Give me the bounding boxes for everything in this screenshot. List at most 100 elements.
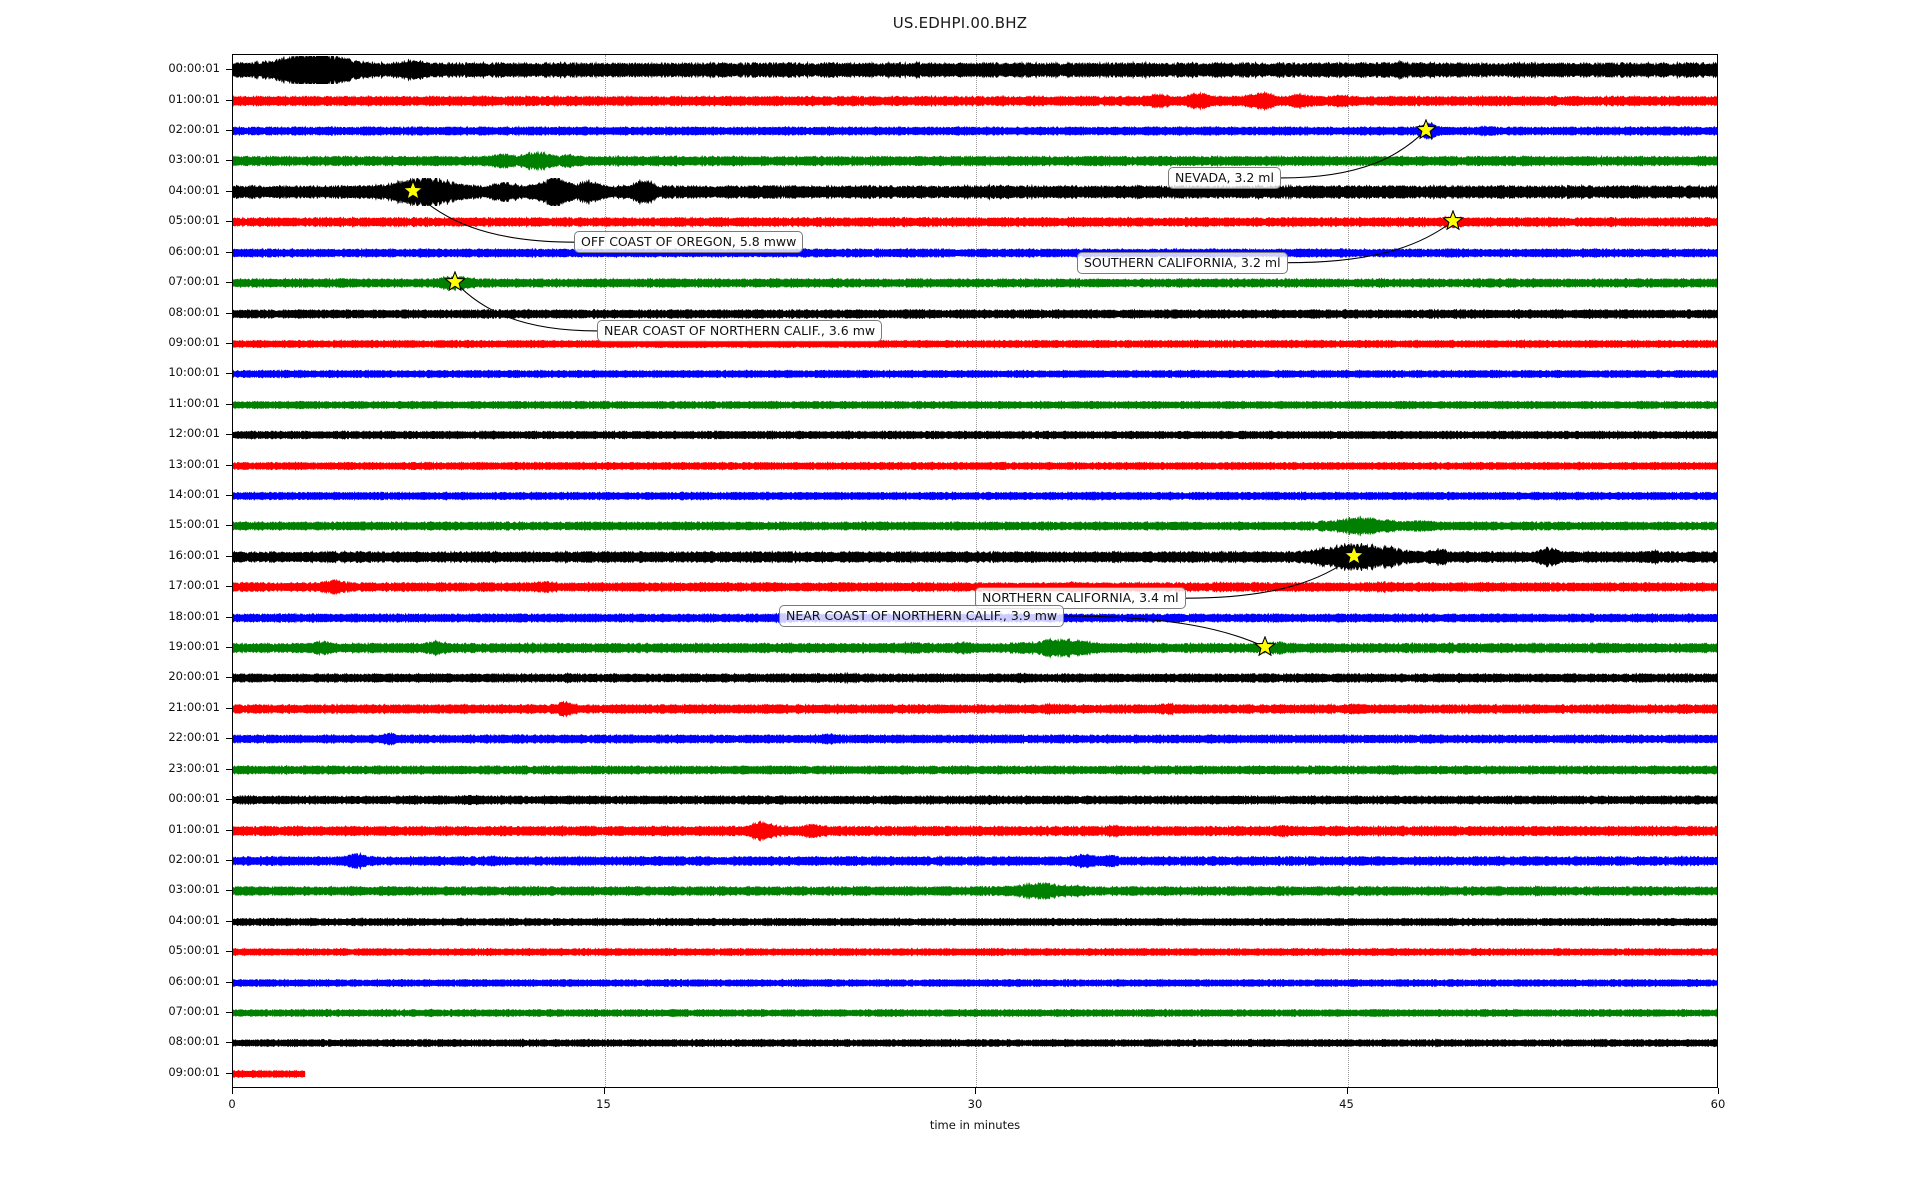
event-southern-california-star-marker — [1442, 209, 1464, 232]
y-tick-label-32: 08:00:01 — [168, 1034, 220, 1049]
seismic-trace-row-29 — [233, 938, 1717, 966]
y-tick-label-4: 04:00:01 — [168, 182, 220, 197]
seismic-trace-row-22 — [233, 725, 1717, 753]
x-tick-mark-60 — [1718, 1088, 1719, 1094]
seismic-trace-row-15 — [233, 512, 1717, 540]
y-tick-mark-27 — [226, 890, 232, 892]
y-tick-mark-31 — [226, 1011, 232, 1013]
y-tick-label-16: 16:00:01 — [168, 547, 220, 562]
seismic-trace-row-26 — [233, 847, 1717, 875]
y-tick-mark-15 — [226, 525, 232, 527]
y-tick-label-13: 13:00:01 — [168, 456, 220, 471]
y-tick-label-33: 09:00:01 — [168, 1064, 220, 1079]
seismic-trace-row-11 — [233, 391, 1717, 419]
seismic-trace-row-5 — [233, 208, 1717, 236]
y-tick-mark-29 — [226, 951, 232, 953]
y-tick-mark-4 — [226, 190, 232, 192]
x-tick-mark-30 — [975, 1088, 976, 1094]
y-tick-label-23: 23:00:01 — [168, 760, 220, 775]
y-tick-label-0: 00:00:01 — [168, 61, 220, 76]
y-tick-mark-9 — [226, 342, 232, 344]
event-nevada-star-marker — [1414, 118, 1437, 141]
y-tick-mark-1 — [226, 99, 232, 101]
event-near-coast-northern-calif-39-label: NEAR COAST OF NORTHERN CALIF., 3.9 mw — [779, 605, 1065, 627]
y-tick-mark-33 — [226, 1072, 232, 1074]
y-tick-mark-18 — [226, 616, 232, 618]
y-tick-mark-7 — [226, 282, 232, 284]
y-tick-label-28: 04:00:01 — [168, 912, 220, 927]
x-tick-label-45: 45 — [1339, 1097, 1354, 1111]
y-tick-mark-21 — [226, 707, 232, 709]
y-tick-label-24: 00:00:01 — [168, 791, 220, 806]
x-tick-mark-15 — [603, 1088, 605, 1094]
seismic-trace-row-2 — [233, 117, 1717, 145]
seismic-trace-row-1 — [233, 87, 1717, 115]
event-northern-california-34-label: NORTHERN CALIFORNIA, 3.4 ml — [975, 587, 1186, 609]
y-tick-mark-32 — [226, 1042, 232, 1044]
y-tick-mark-11 — [226, 403, 232, 405]
y-tick-mark-20 — [226, 677, 232, 679]
seismic-trace-row-20 — [233, 664, 1717, 692]
seismic-trace-row-16 — [233, 542, 1717, 571]
y-tick-label-20: 20:00:01 — [168, 669, 220, 684]
seismic-trace-row-28 — [233, 908, 1717, 936]
seismic-trace-row-24 — [233, 786, 1717, 814]
y-tick-label-1: 01:00:01 — [168, 91, 220, 106]
seismic-trace-row-33 — [233, 1060, 1717, 1087]
seismic-trace-row-32 — [233, 1029, 1717, 1057]
x-tick-label-60: 60 — [1710, 1097, 1726, 1111]
y-tick-label-8: 08:00:01 — [168, 304, 220, 319]
y-tick-label-11: 11:00:01 — [168, 395, 220, 410]
y-tick-label-26: 02:00:01 — [168, 851, 220, 866]
y-tick-label-2: 02:00:01 — [168, 122, 220, 137]
seismic-trace-row-23 — [233, 756, 1717, 784]
y-tick-mark-26 — [226, 859, 232, 861]
seismic-trace-row-10 — [233, 360, 1717, 388]
seismic-trace-row-25 — [233, 817, 1717, 845]
y-tick-label-14: 14:00:01 — [168, 486, 220, 501]
seismic-trace-row-4 — [233, 177, 1717, 206]
y-tick-label-7: 07:00:01 — [168, 274, 220, 289]
y-tick-mark-12 — [226, 434, 232, 436]
y-tick-label-5: 05:00:01 — [168, 213, 220, 228]
grid-line-45 — [1347, 55, 1349, 1087]
y-tick-mark-28 — [226, 920, 232, 922]
x-tick-mark-0 — [232, 1088, 233, 1094]
y-tick-mark-24 — [226, 799, 232, 801]
seismic-trace-row-6 — [233, 239, 1717, 267]
event-southern-california-label: SOUTHERN CALIFORNIA, 3.2 ml — [1077, 252, 1288, 274]
seismic-trace-row-27 — [233, 877, 1717, 905]
x-tick-label-15: 15 — [596, 1097, 611, 1111]
y-tick-mark-5 — [226, 221, 232, 223]
y-tick-label-25: 01:00:01 — [168, 821, 220, 836]
y-tick-label-30: 06:00:01 — [168, 973, 220, 988]
y-tick-label-29: 05:00:01 — [168, 943, 220, 958]
y-tick-label-27: 03:00:01 — [168, 882, 220, 897]
y-tick-label-9: 09:00:01 — [168, 334, 220, 349]
y-tick-label-3: 03:00:01 — [168, 152, 220, 167]
x-tick-mark-45 — [1346, 1088, 1348, 1094]
event-nevada-label: NEVADA, 3.2 ml — [1168, 167, 1281, 189]
x-axis-label: time in minutes — [929, 1118, 1021, 1132]
y-tick-mark-14 — [226, 494, 232, 496]
seismic-trace-row-30 — [233, 969, 1717, 997]
y-tick-label-17: 17:00:01 — [168, 578, 220, 593]
seismic-trace-row-13 — [233, 452, 1717, 480]
plot-area — [233, 55, 1717, 1087]
event-northern-california-34-star-marker — [1343, 544, 1365, 567]
grid-line-30 — [976, 55, 977, 1087]
seismic-trace-row-8 — [233, 300, 1717, 328]
seismic-trace-row-9 — [233, 330, 1717, 358]
seismic-trace-row-19 — [233, 634, 1717, 662]
seismic-trace-row-0 — [233, 56, 1717, 85]
seismic-trace-row-14 — [233, 482, 1717, 510]
event-off-coast-oregon-star-marker — [401, 179, 424, 202]
seismic-trace-row-21 — [233, 695, 1717, 723]
y-tick-label-10: 10:00:01 — [168, 365, 220, 380]
y-tick-label-6: 06:00:01 — [168, 243, 220, 258]
grid-line-15 — [604, 55, 606, 1087]
y-tick-mark-30 — [226, 981, 232, 983]
plot-axes — [232, 54, 1718, 1088]
event-near-coast-northern-calif-36-label: NEAR COAST OF NORTHERN CALIF., 3.6 mw — [597, 320, 883, 342]
